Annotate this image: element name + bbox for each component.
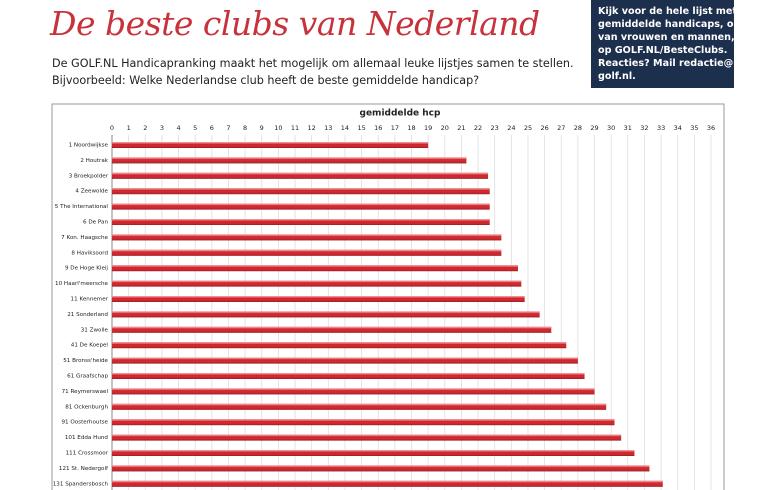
bar-shade <box>112 157 467 164</box>
x-tick-label: 25 <box>524 124 532 132</box>
x-tick-label: 18 <box>407 124 415 132</box>
x-tick-label: 30 <box>607 124 615 132</box>
bar-shade <box>112 342 567 349</box>
sidebar-line: op GOLF.NL/BesteClubs. <box>598 45 728 56</box>
intro-line: Bijvoorbeeld: Welke Nederlandse club hee… <box>52 74 480 87</box>
x-tick-label: 23 <box>491 124 499 132</box>
bar-shade <box>112 419 615 426</box>
x-tick-label: 7 <box>226 124 230 132</box>
x-tick-label: 12 <box>308 124 316 132</box>
x-tick-label: 21 <box>457 124 465 132</box>
x-tick-label: 11 <box>291 124 299 132</box>
y-tick-label: 1 Noordwijkse <box>69 143 109 149</box>
x-tick-label: 5 <box>193 124 197 132</box>
x-tick-label: 14 <box>341 124 349 132</box>
sidebar-line: Reacties? Mail redactie@ <box>598 58 734 69</box>
y-tick-label: 5 The International <box>55 204 109 210</box>
y-tick-label: 4 Zeewolde <box>75 189 108 195</box>
bar-shade <box>112 203 490 210</box>
x-tick-label: 24 <box>507 124 515 132</box>
x-tick-label: 15 <box>357 124 365 132</box>
bar-shade <box>112 172 489 179</box>
bar-shade <box>112 296 525 302</box>
x-tick-label: 31 <box>624 124 632 132</box>
bar-shade <box>112 450 635 456</box>
y-tick-label: 10 Haarl'meersche <box>55 281 109 287</box>
y-tick-label: 9 De Hoge Kleij <box>65 266 108 272</box>
bar-shade <box>112 480 663 487</box>
x-tick-label: 16 <box>374 124 382 132</box>
y-tick-label: 111 Crossmoor <box>66 451 109 457</box>
x-tick-label: 9 <box>260 124 264 132</box>
bar-shade <box>112 219 490 225</box>
x-tick-label: 13 <box>324 124 332 132</box>
y-tick-label: 41 De Koepel <box>71 343 109 349</box>
x-tick-label: 26 <box>540 124 548 132</box>
sidebar-line: Kijk voor de hele lijst met de <box>598 6 754 17</box>
bar-shade <box>112 188 490 195</box>
chart-title: gemiddelde hcp <box>360 109 442 119</box>
y-tick-label: 81 Ockenburgh <box>65 404 108 410</box>
bar-shade <box>112 280 522 287</box>
y-tick-label: 121 St. Nedergolf <box>59 466 109 472</box>
bar-shade <box>112 311 540 318</box>
x-tick-label: 32 <box>640 124 648 132</box>
bar-shade <box>112 357 578 364</box>
bar-shade <box>112 234 502 241</box>
y-tick-label: 31 Zwolle <box>81 327 109 333</box>
bar-shade <box>112 249 502 256</box>
bar-shade <box>112 326 552 333</box>
x-tick-label: 2 <box>143 124 147 132</box>
page-title: De beste clubs van Nederland <box>50 4 540 43</box>
y-tick-label: 131 Spandersbosch <box>53 481 109 487</box>
x-tick-label: 10 <box>274 124 282 132</box>
bar-shade <box>112 373 585 379</box>
bar-shade <box>112 142 429 148</box>
y-tick-label: 51 Bronss'heide <box>63 358 108 364</box>
x-tick-label: 20 <box>441 124 449 132</box>
y-tick-label: 2 Houtrak <box>80 158 108 164</box>
x-tick-label: 22 <box>474 124 482 132</box>
intro: De GOLF.NL Handicapranking maakt het mog… <box>52 55 574 89</box>
x-tick-label: 27 <box>557 124 565 132</box>
bar-shade <box>112 465 650 472</box>
y-tick-label: 11 Kennemer <box>71 297 109 303</box>
x-tick-label: 3 <box>160 124 164 132</box>
sidebar-line: gemiddelde handicaps, ook <box>598 19 747 30</box>
x-tick-label: 8 <box>243 124 247 132</box>
bar-shade <box>112 403 607 410</box>
y-tick-label: 101 Edda Hund <box>65 435 109 441</box>
x-tick-label: 33 <box>657 124 665 132</box>
bar-shade <box>112 434 622 441</box>
x-tick-label: 17 <box>391 124 399 132</box>
bar-shade <box>112 265 518 272</box>
y-tick-label: 8 Haviksoord <box>71 250 108 256</box>
x-tick-label: 29 <box>590 124 598 132</box>
y-tick-label: 71 Reymerswael <box>62 389 109 395</box>
sidebar: Kijk voor de hele lijst met de gemiddelde… <box>591 0 754 88</box>
x-tick-label: 35 <box>690 124 698 132</box>
x-tick-label: 19 <box>424 124 432 132</box>
x-tick-label: 28 <box>574 124 582 132</box>
x-tick-label: 34 <box>674 124 682 132</box>
x-tick-label: 1 <box>127 124 131 132</box>
y-tick-label: 21 Sonderland <box>67 312 108 318</box>
y-tick-label: 6 De Pan <box>83 220 108 226</box>
y-tick-label: 3 Broekpolder <box>69 173 109 179</box>
sidebar-line: van vrouwen en mannen, <box>598 32 735 43</box>
y-tick-label: 91 Oosterhoutse <box>61 420 108 426</box>
x-tick-label: 36 <box>707 124 715 132</box>
intro-line: De GOLF.NL Handicapranking maakt het mog… <box>52 57 574 70</box>
bar-shade <box>112 388 595 395</box>
x-tick-label: 4 <box>176 124 180 132</box>
sidebar-line: golf.nl. <box>598 71 636 82</box>
y-tick-label: 7 Kon. Haagsche <box>61 235 108 241</box>
y-tick-label: 61 Graafschap <box>67 374 108 380</box>
x-tick-label: 6 <box>210 124 214 132</box>
x-tick-label: 0 <box>110 124 114 132</box>
